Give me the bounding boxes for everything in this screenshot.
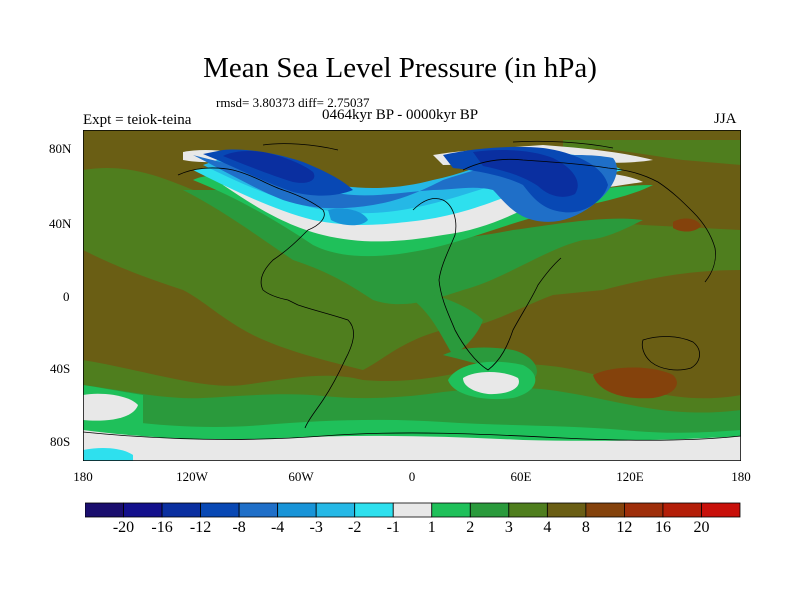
- colorbar-label: 2: [466, 519, 475, 536]
- x-tick-120w: 120W: [176, 469, 208, 484]
- colorbar-label: 12: [616, 519, 633, 536]
- contour-fill-pos8: [83, 218, 701, 461]
- colorbar-label: 16: [654, 519, 671, 536]
- colorbar-box: [161, 502, 201, 518]
- experiment-label: Expt = teiok-teina: [83, 112, 192, 128]
- colorbar-box: [84, 502, 124, 518]
- chart-title: Mean Sea Level Pressure (in hPa): [203, 52, 597, 84]
- colorbar-box: [200, 502, 240, 518]
- colorbar-box: [508, 502, 548, 518]
- y-tick-0: 0: [63, 289, 70, 304]
- stats-text: rmsd= 3.80373 diff= 2.75037: [216, 95, 370, 110]
- y-tick-80n: 80N: [49, 141, 72, 156]
- colorbar-label: -16: [151, 519, 173, 536]
- pressure-map: [83, 130, 741, 461]
- period-label: 0464kyr BP - 0000kyr BP: [322, 107, 479, 123]
- colorbar-label: -12: [189, 519, 212, 536]
- colorbar-box: [701, 502, 741, 518]
- y-tick-40s: 40S: [50, 361, 71, 376]
- colorbar-box: [624, 502, 664, 518]
- colorbar-label: -2: [348, 519, 362, 536]
- colorbar-label: -20: [112, 519, 135, 536]
- colorbar-label: 3: [504, 519, 513, 536]
- colorbar-boxes: [84, 502, 741, 518]
- y-tick-40n: 40N: [49, 216, 72, 231]
- y-tick-80s: 80S: [50, 434, 71, 449]
- x-tick-0: 0: [408, 469, 416, 484]
- colorbar-box: [469, 502, 510, 518]
- colorbar-box: [662, 502, 702, 518]
- colorbar-label: -4: [270, 519, 285, 536]
- colorbar-label: -3: [309, 519, 323, 536]
- colorbar-box: [315, 502, 356, 518]
- x-tick-120e: 120E: [616, 469, 644, 484]
- colorbar-box: [585, 502, 625, 518]
- x-tick-180-left: 180: [73, 469, 93, 484]
- colorbar-label: 8: [581, 519, 590, 536]
- colorbar-box: [277, 502, 317, 518]
- colorbar-box: [354, 502, 394, 518]
- colorbar-label: 1: [427, 519, 436, 536]
- colorbar: [84, 502, 741, 523]
- x-tick-180-right: 180: [731, 469, 751, 484]
- colorbar-label: -8: [232, 519, 246, 536]
- coastlines: [83, 140, 741, 441]
- map-panel: [83, 130, 741, 461]
- colorbar-box: [392, 502, 433, 518]
- colorbar-box: [431, 502, 471, 518]
- x-tick-60e: 60E: [510, 469, 532, 484]
- colorbar-box: [546, 502, 587, 518]
- x-tick-60w: 60W: [288, 469, 314, 484]
- colorbar-box: [123, 502, 163, 518]
- colorbar-label: -1: [386, 519, 400, 536]
- colorbar-label: 4: [543, 519, 552, 536]
- season-label: JJA: [714, 111, 737, 127]
- colorbar-label: 20: [693, 519, 710, 536]
- colorbar-box: [238, 502, 279, 518]
